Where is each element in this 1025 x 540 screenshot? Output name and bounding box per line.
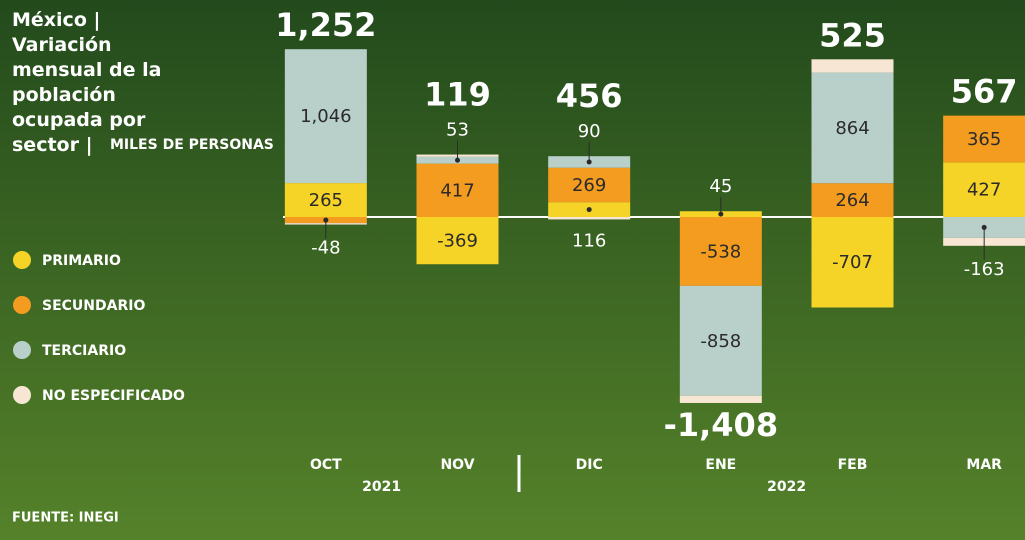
x-tick-label: FEB (838, 457, 868, 473)
label-dot (586, 159, 592, 165)
x-tick-label: OCT (310, 457, 342, 473)
segment-label: 1,046 (300, 106, 352, 127)
label-dot (323, 217, 329, 223)
segment-label: 45 (709, 176, 732, 197)
label-dot (586, 207, 592, 213)
label-dot (718, 211, 724, 217)
segment-label: -707 (832, 252, 873, 273)
segment-label: 264 (835, 190, 869, 211)
x-tick-label: ENE (705, 457, 736, 473)
year-label: 2021 (362, 479, 401, 495)
legend-swatch (13, 296, 31, 314)
bar-segment (679, 395, 762, 403)
bar-segment (679, 285, 762, 396)
bar-segment (943, 115, 1025, 163)
legend-swatch (13, 386, 31, 404)
segment-label: 90 (578, 121, 601, 142)
chart-subtitle: MILES DE PERSONAS (110, 137, 274, 153)
total-label: 1,252 (275, 6, 376, 44)
segment-label: 417 (440, 180, 474, 201)
segment-label: -538 (700, 241, 741, 262)
x-tick-label: MAR (966, 457, 1002, 473)
total-label: 456 (556, 77, 623, 115)
legend-label: NO ESPECIFICADO (42, 388, 185, 404)
bar-segment (811, 183, 894, 217)
total-label: 525 (819, 16, 886, 54)
segment-label: 53 (446, 120, 469, 141)
segment-label: -369 (437, 231, 478, 252)
segment-label: 365 (967, 129, 1001, 150)
legend-label: SECUNDARIO (42, 298, 145, 314)
legend-label: TERCIARIO (42, 343, 126, 359)
bar-segment (416, 217, 499, 265)
bar-segment (284, 183, 367, 217)
bar-segment (548, 167, 631, 203)
segment-label: 864 (835, 118, 869, 139)
year-label: 2022 (767, 479, 806, 495)
bar-segment (811, 217, 894, 308)
x-tick-label: DIC (576, 457, 603, 473)
chart-title: México | Variación mensual de la población o… (12, 9, 161, 156)
x-tick-label: NOV (440, 457, 474, 473)
legend-swatch (13, 251, 31, 269)
segment-label: 269 (572, 175, 606, 196)
bar-segment (811, 59, 894, 73)
segment-label: 265 (309, 190, 343, 211)
bar-segment (284, 49, 367, 184)
label-dot (455, 157, 460, 163)
segment-label: -163 (964, 259, 1005, 280)
label-dot (981, 224, 987, 230)
segment-label: 427 (967, 180, 1001, 201)
segment-label: -48 (311, 238, 340, 259)
segment-label: 116 (572, 230, 606, 251)
bar-segment (811, 72, 894, 184)
bar-segment (679, 217, 762, 286)
legend-swatch (13, 341, 31, 359)
source: FUENTE: INEGI (12, 511, 119, 526)
total-label: -1,408 (664, 406, 779, 444)
bar-segment (943, 162, 1025, 217)
total-label: 119 (424, 76, 491, 114)
total-label: 567 (951, 73, 1018, 111)
bar-segment (416, 163, 499, 217)
legend-label: PRIMARIO (42, 253, 121, 269)
bar-segment (548, 217, 631, 220)
segment-label: -858 (700, 331, 741, 352)
